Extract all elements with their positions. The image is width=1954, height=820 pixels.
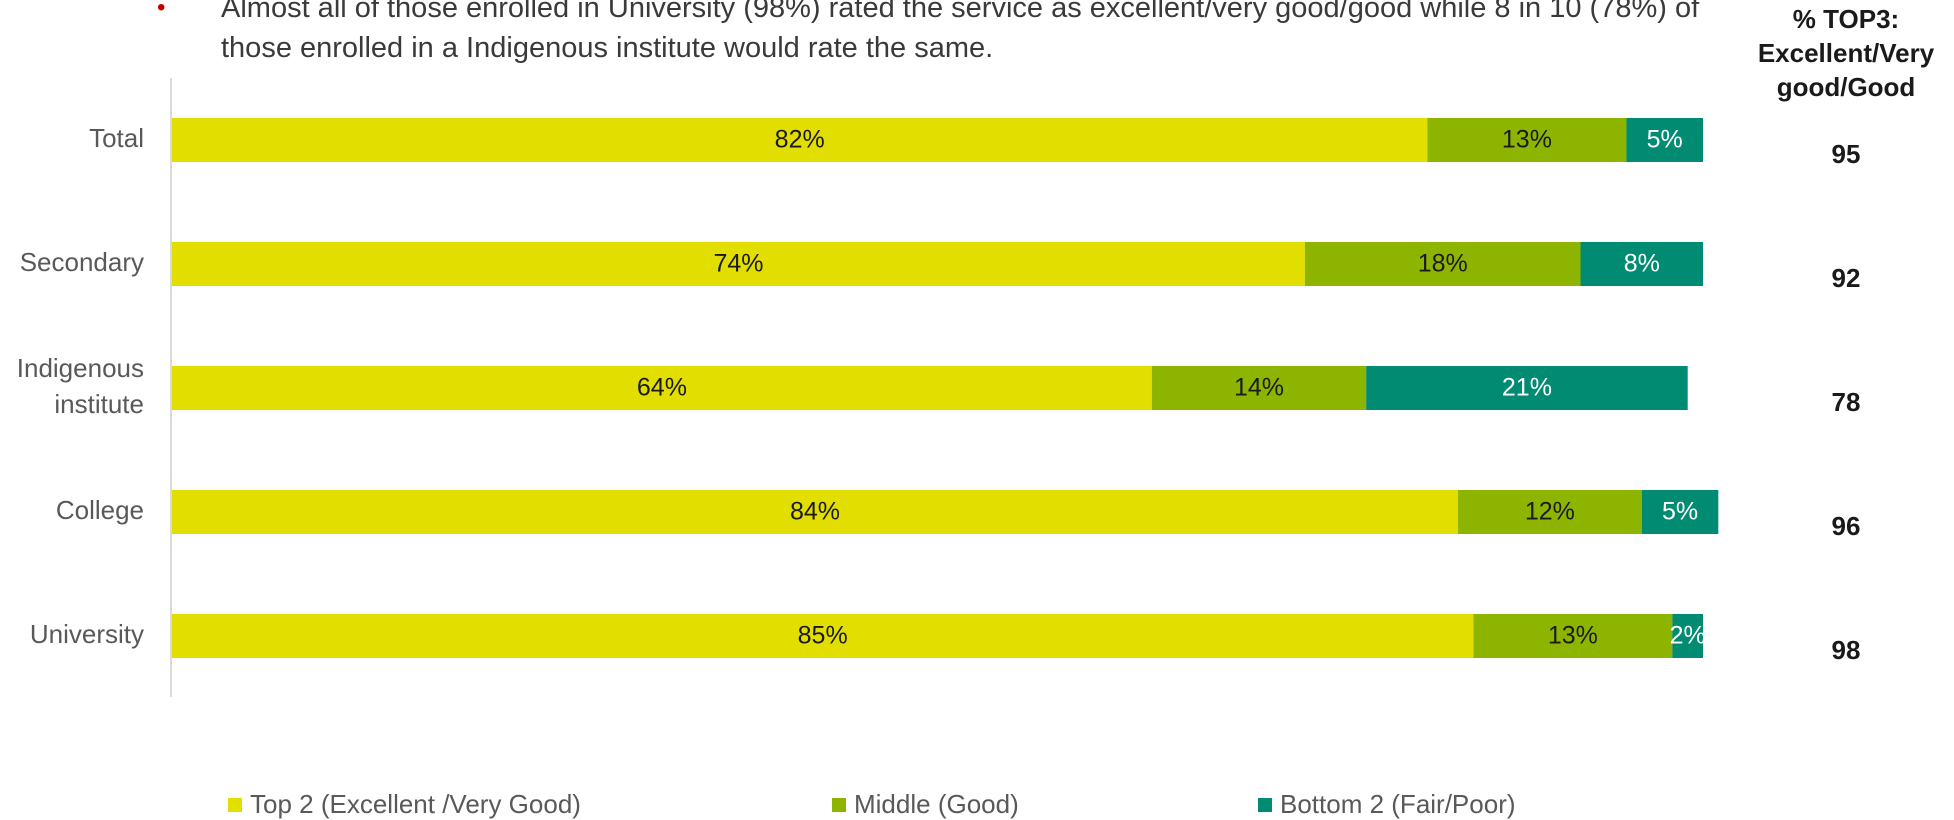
data-label-indigenous-institute-top2: 64% bbox=[637, 374, 687, 402]
top3-value-indigenous-institute: 78 bbox=[1832, 387, 1861, 417]
bar-indigenous-institute-top2 bbox=[172, 366, 1152, 410]
data-label-indigenous-institute-bottom2: 21% bbox=[1502, 374, 1552, 402]
data-label-university-bottom2: 2% bbox=[1670, 622, 1706, 650]
data-label-college-bottom2: 5% bbox=[1662, 498, 1698, 526]
legend-top2-swatch bbox=[228, 797, 242, 812]
top3-value-total: 95 bbox=[1832, 139, 1861, 169]
data-label-total-top2: 82% bbox=[775, 126, 825, 154]
data-label-university-top2: 85% bbox=[798, 622, 848, 650]
bar-indigenous-institute-middle bbox=[1151, 366, 1367, 410]
data-label-indigenous-institute-middle: 14% bbox=[1234, 374, 1284, 402]
category-label-college: College bbox=[56, 495, 144, 525]
legend-top2: Top 2 (Excellent /Very Good) bbox=[228, 789, 581, 820]
bar-college-bottom2 bbox=[1641, 490, 1719, 534]
data-label-total-middle: 13% bbox=[1502, 126, 1552, 154]
bar-secondary-bottom2 bbox=[1580, 242, 1703, 286]
top3-column-header: % TOP3: Excellent/Very good/Good bbox=[1757, 4, 1935, 102]
bullet-marker: • bbox=[157, 0, 166, 21]
bar-college-top2 bbox=[172, 490, 1459, 534]
legend-middle-label: Middle (Good) bbox=[854, 789, 1019, 819]
bar-secondary-top2 bbox=[172, 242, 1305, 286]
data-label-university-middle: 13% bbox=[1548, 622, 1598, 650]
bar-university-top2 bbox=[172, 614, 1474, 658]
top3-value-college: 96 bbox=[1832, 511, 1861, 541]
data-label-secondary-top2: 74% bbox=[713, 250, 763, 278]
data-label-total-bottom2: 5% bbox=[1647, 126, 1683, 154]
data-label-secondary-bottom2: 8% bbox=[1624, 250, 1660, 278]
chart-legend: Top 2 (Excellent /Very Good) Middle (Good… bbox=[0, 789, 1954, 819]
bar-total-bottom2 bbox=[1626, 118, 1703, 162]
legend-bottom2-label: Bottom 2 (Fair/Poor) bbox=[1280, 789, 1516, 819]
bar-indigenous-institute-bottom2 bbox=[1366, 366, 1688, 410]
legend-top2-label: Top 2 (Excellent /Very Good) bbox=[250, 789, 581, 819]
bar-university-bottom2 bbox=[1672, 614, 1703, 658]
stacked-bar-chart: Total 82% 13% 5% 95 Secondary 74% 18% 8% 92 Indige… bbox=[17, 78, 1861, 697]
category-label-university: University bbox=[30, 619, 144, 649]
data-label-secondary-middle: 18% bbox=[1418, 250, 1468, 278]
category-label-total: Total bbox=[89, 123, 144, 153]
legend-bottom2-swatch bbox=[1258, 797, 1272, 812]
legend-bottom2: Bottom 2 (Fair/Poor) bbox=[1258, 789, 1516, 820]
bar-total-middle bbox=[1427, 118, 1627, 162]
category-label-secondary: Secondary bbox=[20, 247, 144, 277]
data-label-college-top2: 84% bbox=[790, 498, 840, 526]
legend-middle-swatch bbox=[832, 797, 846, 812]
bar-college-middle bbox=[1458, 490, 1642, 534]
bar-university-middle bbox=[1473, 614, 1673, 658]
category-label-indigenous-institute: Indigenous institute bbox=[17, 353, 144, 419]
top3-value-university: 98 bbox=[1832, 635, 1861, 665]
bar-secondary-middle bbox=[1304, 242, 1581, 286]
legend-middle: Middle (Good) bbox=[832, 789, 1019, 820]
bar-total-top2 bbox=[172, 118, 1428, 162]
top3-value-secondary: 92 bbox=[1832, 263, 1861, 293]
data-label-college-middle: 12% bbox=[1525, 498, 1575, 526]
summary-text: Almost all of those enrolled in Universi… bbox=[221, 0, 1700, 64]
